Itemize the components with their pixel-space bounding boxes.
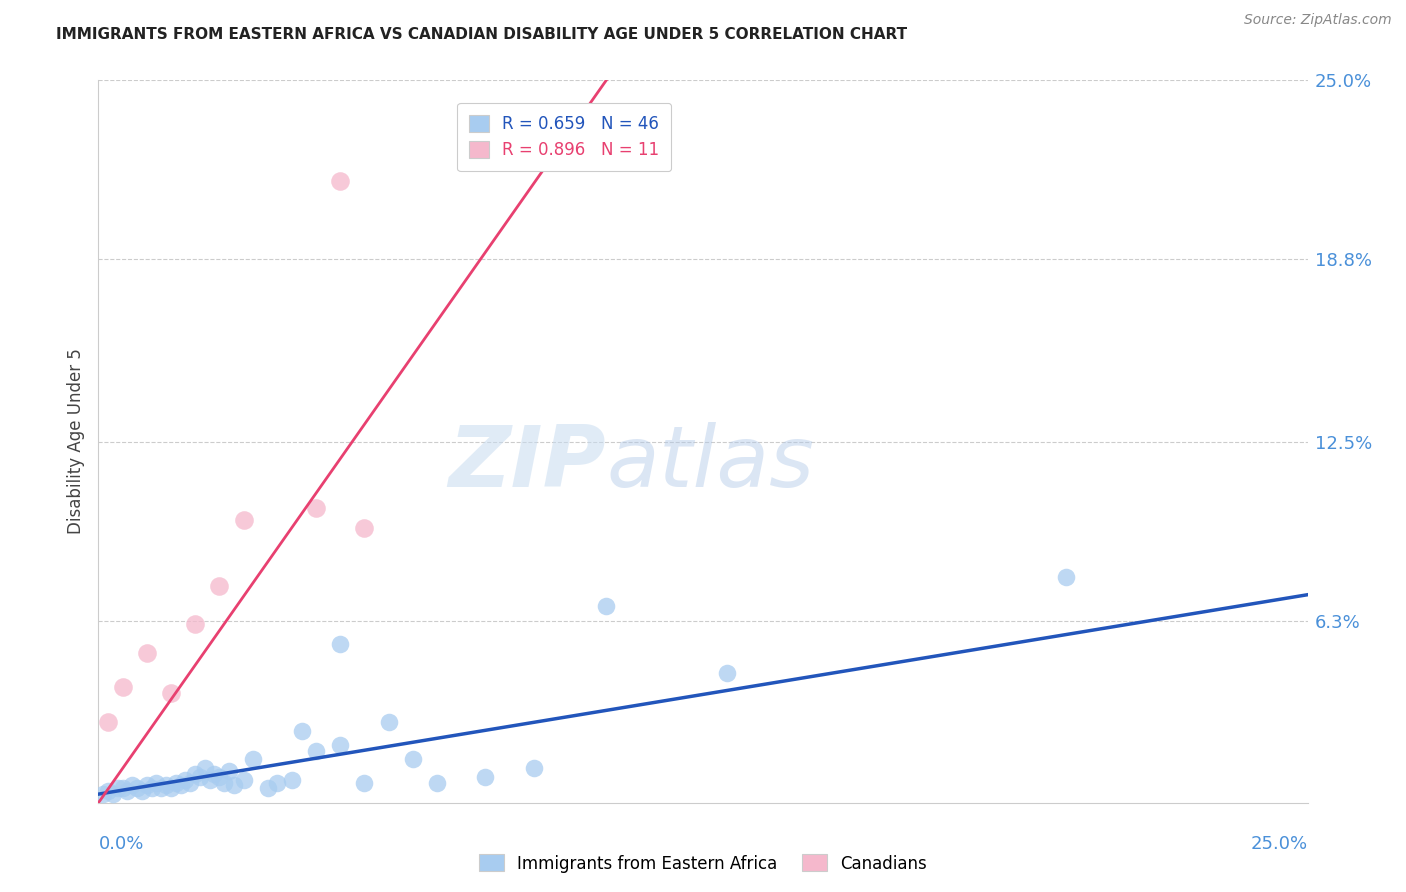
Point <box>198 772 221 787</box>
Text: atlas: atlas <box>606 422 814 505</box>
Point <box>353 775 375 789</box>
Point <box>160 781 183 796</box>
Point <box>208 579 231 593</box>
Point <box>194 761 217 775</box>
Point <box>305 744 328 758</box>
Point <box>107 781 129 796</box>
Point <box>97 714 120 729</box>
Point <box>145 775 167 789</box>
Point <box>111 781 134 796</box>
Point <box>188 770 211 784</box>
Legend: Immigrants from Eastern Africa, Canadians: Immigrants from Eastern Africa, Canadian… <box>472 847 934 880</box>
Point <box>256 781 278 796</box>
Text: Source: ZipAtlas.com: Source: ZipAtlas.com <box>1244 13 1392 28</box>
Text: 25.0%: 25.0% <box>1250 835 1308 854</box>
Text: 0.0%: 0.0% <box>98 835 143 854</box>
Point <box>329 637 352 651</box>
Point <box>305 501 328 516</box>
Point <box>595 599 617 614</box>
Point <box>121 779 143 793</box>
Point <box>141 781 163 796</box>
Point <box>232 772 254 787</box>
Point <box>426 775 449 789</box>
Y-axis label: Disability Age Under 5: Disability Age Under 5 <box>66 349 84 534</box>
Point <box>179 775 201 789</box>
Point <box>91 787 114 801</box>
Point <box>174 772 197 787</box>
Point <box>281 772 304 787</box>
Point <box>208 770 231 784</box>
Point <box>242 752 264 766</box>
Point <box>329 174 352 188</box>
Point <box>353 521 375 535</box>
Point <box>127 781 149 796</box>
Point <box>266 775 288 789</box>
Point <box>222 779 245 793</box>
Point <box>523 761 546 775</box>
Point <box>169 779 191 793</box>
Point <box>474 770 496 784</box>
Point <box>184 616 207 631</box>
Point <box>232 512 254 526</box>
Point <box>204 767 226 781</box>
Point <box>290 723 312 738</box>
Text: ZIP: ZIP <box>449 422 606 505</box>
Point <box>135 646 157 660</box>
Point <box>101 787 124 801</box>
Point <box>131 784 153 798</box>
Point <box>402 752 425 766</box>
Point <box>523 145 546 160</box>
Point <box>165 775 187 789</box>
Text: IMMIGRANTS FROM EASTERN AFRICA VS CANADIAN DISABILITY AGE UNDER 5 CORRELATION CH: IMMIGRANTS FROM EASTERN AFRICA VS CANADI… <box>56 27 907 42</box>
Point <box>212 775 235 789</box>
Point <box>135 779 157 793</box>
Point <box>97 784 120 798</box>
Point <box>329 738 352 752</box>
Point <box>155 779 177 793</box>
Point <box>160 686 183 700</box>
Point <box>377 714 399 729</box>
Point <box>150 781 173 796</box>
Point <box>218 764 240 778</box>
Point <box>1054 570 1077 584</box>
Point <box>716 665 738 680</box>
Point <box>111 680 134 694</box>
Point <box>117 784 139 798</box>
Legend: R = 0.659   N = 46, R = 0.896   N = 11: R = 0.659 N = 46, R = 0.896 N = 11 <box>457 103 671 171</box>
Point <box>184 767 207 781</box>
